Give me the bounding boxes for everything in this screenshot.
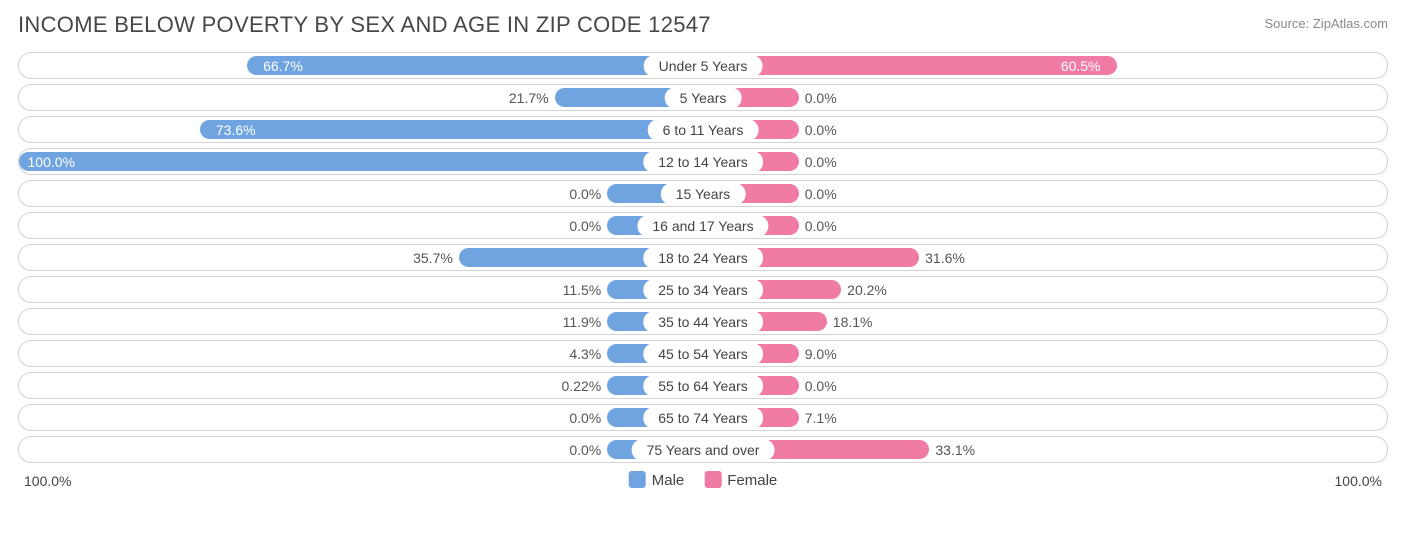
category-label: 35 to 44 Years: [643, 311, 763, 333]
chart-footer: 100.0% Male Female 100.0%: [18, 469, 1388, 497]
legend-item-female: Female: [704, 471, 777, 489]
axis-right-label: 100.0%: [1335, 473, 1382, 489]
chart-row: 0.0% 0.0% 15 Years: [18, 180, 1388, 207]
male-half: 0.22%: [19, 373, 703, 398]
female-half: 18.1%: [703, 309, 1387, 334]
axis-left-label: 100.0%: [24, 473, 71, 489]
chart-row: 0.0% 0.0% 16 and 17 Years: [18, 212, 1388, 239]
female-half: 7.1%: [703, 405, 1387, 430]
male-half: 73.6%: [19, 117, 703, 142]
male-value-label: 0.0%: [569, 218, 601, 234]
female-half: 0.0%: [703, 117, 1387, 142]
female-value-label: 0.0%: [805, 378, 837, 394]
legend-item-male: Male: [629, 471, 685, 489]
male-half: 4.3%: [19, 341, 703, 366]
male-value-label: 73.6%: [216, 122, 256, 138]
chart-row: 0.0% 7.1% 65 to 74 Years: [18, 404, 1388, 431]
female-half: 31.6%: [703, 245, 1387, 270]
male-value-label: 66.7%: [263, 58, 303, 74]
category-label: 15 Years: [661, 183, 746, 205]
male-value-label: 0.22%: [562, 378, 602, 394]
male-half: 11.5%: [19, 277, 703, 302]
female-value-label: 7.1%: [805, 410, 837, 426]
male-half: 21.7%: [19, 85, 703, 110]
male-value-label: 4.3%: [569, 346, 601, 362]
male-value-label: 0.0%: [569, 442, 601, 458]
category-label: 65 to 74 Years: [643, 407, 763, 429]
male-swatch-icon: [629, 471, 646, 488]
category-label: 25 to 34 Years: [643, 279, 763, 301]
chart-rows: 66.7% 60.5% Under 5 Years 21.7% 0.0% 5 Years 7…: [18, 52, 1388, 463]
legend-male-label: Male: [652, 472, 685, 489]
male-half: 0.0%: [19, 181, 703, 206]
category-label: 6 to 11 Years: [648, 119, 759, 141]
female-value-label: 20.2%: [847, 282, 887, 298]
female-value-label: 0.0%: [805, 218, 837, 234]
legend-female-label: Female: [727, 472, 777, 489]
female-value-label: 0.0%: [805, 154, 837, 170]
male-half: 100.0%: [19, 149, 703, 174]
female-value-label: 0.0%: [805, 122, 837, 138]
female-value-label: 60.5%: [1061, 58, 1101, 74]
male-bar: [19, 152, 703, 171]
male-bar: [200, 120, 703, 139]
male-value-label: 11.5%: [563, 282, 602, 298]
female-half: 33.1%: [703, 437, 1387, 462]
category-label: Under 5 Years: [644, 55, 763, 77]
chart-row: 11.9% 18.1% 35 to 44 Years: [18, 308, 1388, 335]
chart-row: 21.7% 0.0% 5 Years: [18, 84, 1388, 111]
chart-row: 100.0% 0.0% 12 to 14 Years: [18, 148, 1388, 175]
female-half: 0.0%: [703, 213, 1387, 238]
header: INCOME BELOW POVERTY BY SEX AND AGE IN Z…: [18, 12, 1388, 38]
male-value-label: 0.0%: [569, 410, 601, 426]
female-half: 9.0%: [703, 341, 1387, 366]
chart-row: 11.5% 20.2% 25 to 34 Years: [18, 276, 1388, 303]
female-value-label: 18.1%: [833, 314, 873, 330]
male-value-label: 21.7%: [509, 90, 549, 106]
category-label: 55 to 64 Years: [643, 375, 763, 397]
category-label: 18 to 24 Years: [643, 247, 763, 269]
male-half: 35.7%: [19, 245, 703, 270]
female-half: 20.2%: [703, 277, 1387, 302]
female-value-label: 9.0%: [805, 346, 837, 362]
chart-row: 4.3% 9.0% 45 to 54 Years: [18, 340, 1388, 367]
category-label: 16 and 17 Years: [637, 215, 768, 237]
chart-row: 35.7% 31.6% 18 to 24 Years: [18, 244, 1388, 271]
chart-row: 0.0% 33.1% 75 Years and over: [18, 436, 1388, 463]
male-half: 11.9%: [19, 309, 703, 334]
male-half: 0.0%: [19, 437, 703, 462]
male-half: 66.7%: [19, 53, 703, 78]
female-value-label: 0.0%: [805, 90, 837, 106]
female-value-label: 33.1%: [935, 442, 975, 458]
chart-row: 66.7% 60.5% Under 5 Years: [18, 52, 1388, 79]
male-half: 0.0%: [19, 405, 703, 430]
male-value-label: 0.0%: [569, 186, 601, 202]
female-half: 0.0%: [703, 373, 1387, 398]
male-value-label: 35.7%: [413, 250, 453, 266]
chart-title: INCOME BELOW POVERTY BY SEX AND AGE IN Z…: [18, 12, 711, 38]
female-value-label: 31.6%: [925, 250, 965, 266]
source-attribution: Source: ZipAtlas.com: [1264, 12, 1388, 31]
female-half: 60.5%: [703, 53, 1387, 78]
female-swatch-icon: [704, 471, 721, 488]
female-half: 0.0%: [703, 85, 1387, 110]
chart-container: INCOME BELOW POVERTY BY SEX AND AGE IN Z…: [0, 0, 1406, 559]
female-half: 0.0%: [703, 149, 1387, 174]
chart-row: 73.6% 0.0% 6 to 11 Years: [18, 116, 1388, 143]
female-bar: [703, 56, 1117, 75]
male-bar: [247, 56, 703, 75]
legend: Male Female: [629, 471, 778, 489]
category-label: 45 to 54 Years: [643, 343, 763, 365]
female-half: 0.0%: [703, 181, 1387, 206]
male-value-label: 100.0%: [28, 154, 75, 170]
female-value-label: 0.0%: [805, 186, 837, 202]
category-label: 12 to 14 Years: [643, 151, 763, 173]
chart-row: 0.22% 0.0% 55 to 64 Years: [18, 372, 1388, 399]
category-label: 5 Years: [665, 87, 742, 109]
male-half: 0.0%: [19, 213, 703, 238]
category-label: 75 Years and over: [632, 439, 775, 461]
male-value-label: 11.9%: [563, 314, 602, 330]
